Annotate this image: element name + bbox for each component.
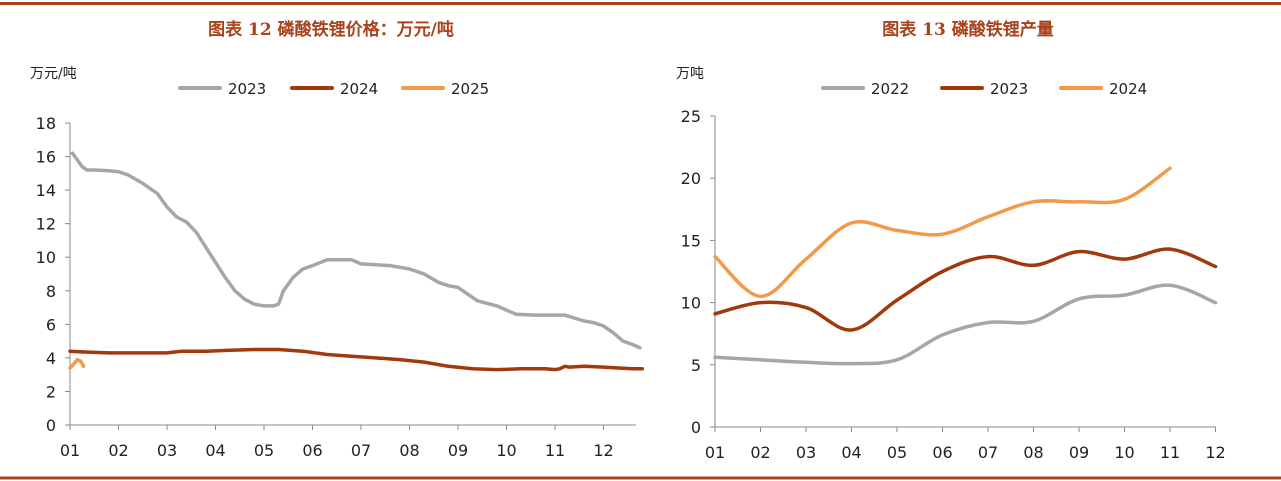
y-tick-label: 0	[691, 418, 701, 437]
y-tick-label: 4	[46, 349, 56, 368]
price-chart-series	[68, 151, 645, 372]
x-tick-label: 10	[1114, 443, 1134, 462]
y-tick-label: 10	[36, 248, 56, 267]
y-tick-label: 10	[681, 294, 701, 313]
x-tick-label: 06	[932, 443, 952, 462]
price-chart: 图表 12 磷酸铁锂价格：万元/吨 万元/吨 2023 2024 2025 0246…	[30, 19, 645, 460]
x-tick-label: 09	[1069, 443, 1089, 462]
legend-label-2025: 2025	[451, 80, 489, 98]
x-tick-label: 01	[705, 443, 725, 462]
series-line-2022	[713, 283, 1218, 366]
price-chart-y-unit: 万元/吨	[30, 66, 77, 82]
legend-label-2024: 2024	[340, 80, 378, 98]
x-tick-label: 08	[1023, 443, 1043, 462]
y-tick-label: 0	[46, 416, 56, 435]
x-tick-label: 11	[545, 441, 565, 460]
x-tick-label: 10	[496, 441, 516, 460]
output-chart-title: 图表 13 磷酸铁锂产量	[882, 19, 1054, 40]
y-tick-label: 2	[46, 382, 56, 401]
y-tick-label: 5	[691, 356, 701, 375]
price-chart-legend: 2023 2024 2025	[178, 80, 489, 98]
y-tick-label: 25	[681, 107, 701, 126]
y-tick-label: 18	[36, 114, 56, 133]
y-tick-label: 16	[36, 148, 56, 167]
x-tick-label: 06	[302, 441, 322, 460]
price-chart-title: 图表 12 磷酸铁锂价格：万元/吨	[208, 19, 454, 40]
series-line-2023	[713, 247, 1218, 332]
legend-label-2022: 2022	[871, 80, 909, 98]
series-line-2024	[68, 347, 645, 372]
x-tick-label: 02	[108, 441, 128, 460]
x-tick-label: 12	[1205, 443, 1225, 462]
y-tick-label: 14	[36, 181, 56, 200]
legend-label-2024: 2024	[1109, 80, 1147, 98]
series-line-2023	[70, 151, 642, 350]
x-tick-label: 05	[887, 443, 907, 462]
x-tick-label: 07	[351, 441, 371, 460]
x-tick-label: 04	[841, 443, 861, 462]
y-tick-label: 20	[681, 169, 701, 188]
x-tick-label: 02	[750, 443, 770, 462]
x-tick-label: 07	[978, 443, 998, 462]
y-tick-label: 12	[36, 215, 56, 234]
series-line-2025	[68, 357, 86, 370]
x-tick-label: 12	[593, 441, 613, 460]
y-tick-label: 6	[46, 315, 56, 334]
x-tick-label: 04	[205, 441, 225, 460]
legend-label-2023: 2023	[990, 80, 1028, 98]
output-chart-series	[713, 166, 1218, 366]
y-tick-label: 8	[46, 282, 56, 301]
legend-label-2023: 2023	[228, 80, 266, 98]
y-tick-label: 15	[681, 231, 701, 250]
output-chart: 图表 13 磷酸铁锂产量 万吨 2022 2023 2024 05101520250…	[676, 19, 1226, 462]
series-line-2024	[713, 166, 1172, 299]
x-tick-label: 05	[254, 441, 274, 460]
x-tick-label: 08	[399, 441, 419, 460]
x-tick-label: 11	[1160, 443, 1180, 462]
x-tick-label: 03	[157, 441, 177, 460]
output-chart-legend: 2022 2023 2024	[821, 80, 1147, 98]
x-tick-label: 09	[448, 441, 468, 460]
output-chart-y-unit: 万吨	[676, 66, 704, 82]
x-tick-label: 03	[796, 443, 816, 462]
x-tick-label: 01	[60, 441, 80, 460]
